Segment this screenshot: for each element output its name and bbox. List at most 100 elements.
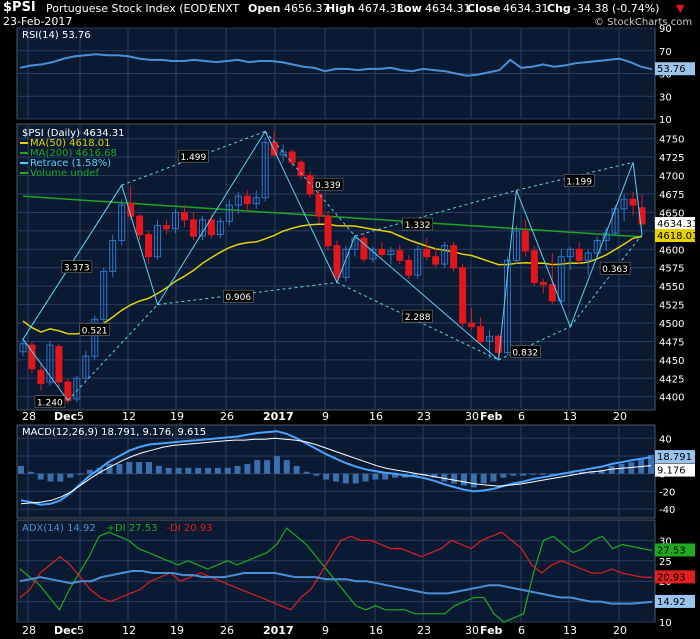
candle-body: [378, 248, 386, 255]
retrace-envelope: [67, 304, 158, 401]
x-axis-label: 13: [563, 410, 577, 423]
price-y-tick: 4700: [659, 172, 684, 183]
macd-y-tick: 40: [659, 434, 672, 445]
retrace-label: 0.363: [602, 265, 628, 275]
x-axis-label-bottom: 16: [369, 624, 383, 637]
ma50-tag: 4618.01: [657, 231, 698, 242]
high-value: 4674.33: [358, 2, 404, 15]
candle-body: [450, 245, 458, 269]
macd-histogram-bar: [18, 465, 24, 474]
legend-entry: MA(200) 4616.68: [30, 148, 117, 159]
candle-body: [279, 151, 287, 156]
candle-body: [396, 250, 404, 261]
candle-body: [288, 151, 296, 163]
x-axis-label: 2017: [263, 410, 294, 423]
ma50-line: [22, 223, 643, 335]
close-label: Close: [467, 2, 501, 15]
candle-body: [530, 250, 538, 283]
macd-tag: 18.791: [657, 452, 692, 463]
candle-body: [521, 230, 529, 252]
minus-di-tag-bg: [655, 570, 695, 584]
x-axis-label-bottom: 28: [22, 624, 36, 637]
candle-body: [620, 198, 628, 210]
macd-histogram-bar: [500, 473, 507, 478]
macd-histogram-bar: [244, 463, 251, 474]
price-y-tick: 4425: [659, 374, 684, 385]
x-axis-label: 30: [465, 410, 479, 423]
macd-histogram-bar: [411, 473, 418, 476]
adx-y-tick: 10: [659, 618, 672, 629]
retrace-label: 1.499: [180, 153, 206, 163]
x-axis-label: 19: [170, 410, 184, 423]
candle-body: [360, 237, 368, 260]
x-axis-label-bottom: 23: [417, 624, 431, 637]
x-axis-label-bottom: 20: [613, 624, 627, 637]
candle-body: [243, 195, 251, 205]
retrace-label: 0.832: [512, 349, 538, 359]
candle-body: [207, 219, 215, 236]
rsi-y-tick: 90: [659, 24, 672, 35]
retrace-label-bg: [402, 217, 433, 231]
candle-body: [432, 256, 440, 265]
macd-title: MACD(12,26,9) 18.791, 9.176, 9.615: [22, 427, 206, 438]
macd-histogram-bar: [352, 473, 359, 484]
macd-histogram-bar: [441, 473, 448, 482]
macd-histogram-bar: [224, 467, 231, 474]
chg-label: Chg: [547, 2, 571, 15]
plus-di-tag-bg: [655, 543, 695, 557]
retrace-label-bg: [402, 309, 433, 323]
retrace-label: 1.332: [405, 221, 431, 231]
candle-body: [19, 343, 27, 353]
candle-body: [261, 141, 269, 199]
x-axis-label-bottom: Dec: [54, 624, 77, 637]
macd-histogram-bar: [648, 454, 654, 474]
macd-tag-bg: [655, 450, 695, 464]
macd-histogram-bar: [490, 473, 497, 482]
x-axis-label: 28: [22, 410, 36, 423]
price-y-tick: 4600: [659, 245, 684, 256]
macd-histogram-bar: [293, 465, 300, 474]
minus-di-line: [19, 531, 653, 611]
macd-histogram-bar: [549, 473, 556, 475]
price-title: $PSI (Daily) 4634.31: [22, 128, 125, 139]
macd-histogram-bar: [205, 467, 212, 474]
rsi-last-value: 53.76: [657, 64, 686, 75]
index-name: Portuguese Stock Index (EOD): [46, 2, 212, 15]
candle-body: [216, 220, 224, 236]
macd-histogram-bar: [529, 473, 536, 475]
candle-body: [180, 211, 188, 221]
macd-histogram-bar: [313, 473, 320, 476]
macd-histogram-bar: [333, 473, 339, 482]
candle-body: [189, 219, 197, 237]
down-arrow-icon: ▼: [676, 2, 685, 15]
chart-date: 23-Feb-2017: [3, 15, 73, 28]
macd-line: [20, 430, 652, 506]
candle-body: [163, 225, 171, 230]
x-axis-label: 9: [322, 410, 329, 423]
candle-body: [468, 322, 476, 328]
retrace-label: 1.240: [37, 399, 63, 409]
retrace-label: 3.373: [64, 264, 90, 274]
macd-histogram-bar: [579, 471, 586, 474]
open-label: Open: [248, 2, 281, 15]
retrace-label-bg: [61, 260, 93, 273]
macd-histogram-bar: [480, 473, 487, 484]
x-axis-label: Dec: [54, 410, 77, 423]
ma200-line: [22, 195, 643, 238]
price-y-tick: 4725: [659, 153, 684, 164]
candle-body: [82, 355, 90, 379]
adx-legend-entry: ADX(14) 14.92: [22, 523, 96, 534]
signal-tag-bg: [655, 463, 695, 477]
adx-y-tick: 25: [659, 557, 672, 568]
candle-body: [387, 250, 395, 255]
macd-histogram-bar: [618, 463, 625, 474]
macd-y-tick: -40: [659, 505, 675, 516]
macd-y-tick: -20: [659, 487, 675, 498]
macd-histogram-bar: [460, 473, 467, 486]
x-axis-label: 12: [122, 410, 136, 423]
macd-histogram-bar: [539, 473, 546, 475]
retrace-label-bg: [599, 261, 631, 275]
price-y-tick: 4650: [659, 208, 684, 219]
retrace-label-bg: [178, 149, 209, 163]
